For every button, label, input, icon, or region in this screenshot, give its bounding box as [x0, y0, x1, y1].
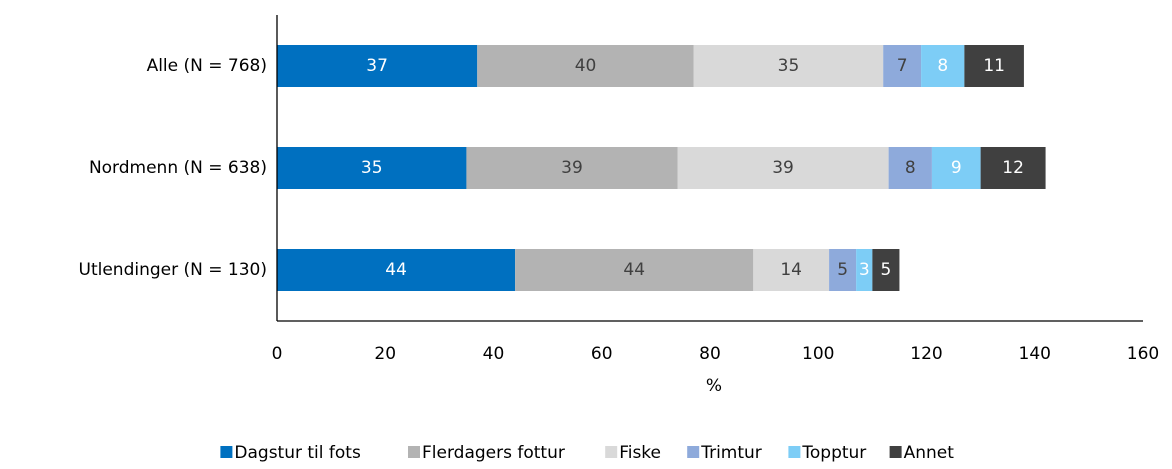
data-label: 39	[561, 158, 583, 178]
bar-segment	[931, 147, 981, 189]
bar-segment	[888, 147, 932, 189]
bar-segment	[872, 249, 900, 291]
bar-segment	[964, 45, 1024, 87]
legend-swatch	[408, 446, 420, 458]
data-label: 8	[905, 158, 916, 178]
x-tick-label: 160	[1127, 344, 1159, 364]
bar-segment	[693, 45, 884, 87]
bar-segment	[677, 147, 889, 189]
bar-segment	[883, 45, 922, 87]
bar-segment	[921, 45, 965, 87]
bar-segment	[856, 249, 873, 291]
x-tick-label: 40	[483, 344, 505, 364]
data-label: 14	[780, 260, 802, 280]
legend-swatch	[605, 446, 618, 458]
bar-segment	[515, 249, 754, 291]
legend-label: Fiske	[619, 443, 661, 463]
data-label: 5	[837, 260, 848, 280]
bar-segment	[753, 249, 830, 291]
data-label: 35	[778, 56, 800, 76]
x-tick-label: 20	[374, 344, 396, 364]
bar-segment	[277, 249, 516, 291]
y-tick-label: Alle (N = 768)	[147, 56, 267, 76]
legend-swatch	[220, 446, 233, 458]
legend-swatch	[687, 446, 700, 458]
data-label: 39	[772, 158, 794, 178]
bar-segment	[980, 147, 1046, 189]
legend-label: Dagstur til fots	[234, 443, 361, 463]
bar-segment	[277, 45, 478, 87]
data-label: 12	[1002, 158, 1024, 178]
x-tick-label: 140	[1019, 344, 1051, 364]
data-label: 44	[623, 260, 645, 280]
x-tick-label: 60	[591, 344, 613, 364]
legend-swatch	[889, 446, 902, 458]
data-label: 35	[361, 158, 383, 178]
x-axis-label: %	[706, 376, 722, 396]
legend-label: Annet	[904, 443, 955, 463]
bar-segment	[466, 147, 678, 189]
data-label: 9	[951, 158, 962, 178]
data-label: 11	[983, 56, 1005, 76]
data-label: 44	[385, 260, 407, 280]
data-label: 8	[937, 56, 948, 76]
data-label: 37	[366, 56, 388, 76]
data-label: 3	[859, 260, 870, 280]
x-tick-label: 100	[802, 344, 834, 364]
y-tick-label: Nordmenn (N = 638)	[89, 158, 267, 178]
x-tick-label: 120	[910, 344, 942, 364]
bar-segment	[277, 147, 467, 189]
x-tick-label: 0	[272, 344, 283, 364]
data-label: 40	[575, 56, 597, 76]
data-label: 7	[897, 56, 908, 76]
x-tick-label: 80	[699, 344, 721, 364]
legend-label: Trimtur	[700, 443, 762, 463]
bar-segment	[829, 249, 857, 291]
bar-segment	[477, 45, 694, 87]
legend-label: Flerdagers fottur	[422, 443, 565, 463]
data-label: 5	[880, 260, 891, 280]
legend-swatch	[788, 446, 801, 458]
legend-label: Topptur	[801, 443, 866, 463]
y-tick-label: Utlendinger (N = 130)	[79, 260, 267, 280]
